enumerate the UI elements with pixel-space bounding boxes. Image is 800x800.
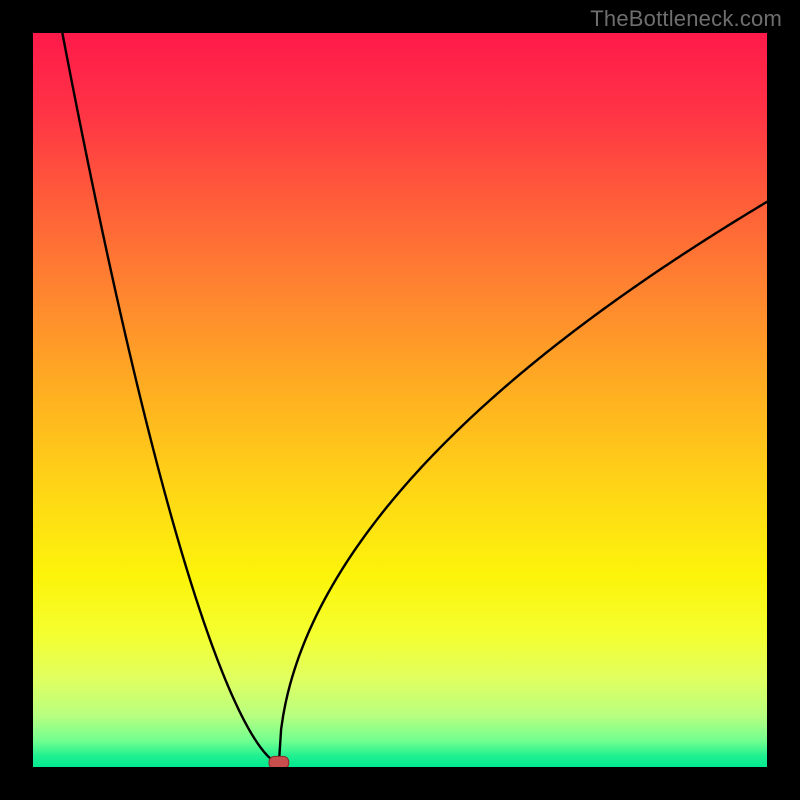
watermark-text: TheBottleneck.com <box>590 6 782 32</box>
chart-background <box>33 33 767 767</box>
chart-svg <box>33 33 767 767</box>
chart-container <box>33 33 767 767</box>
optimal-marker <box>269 756 289 767</box>
